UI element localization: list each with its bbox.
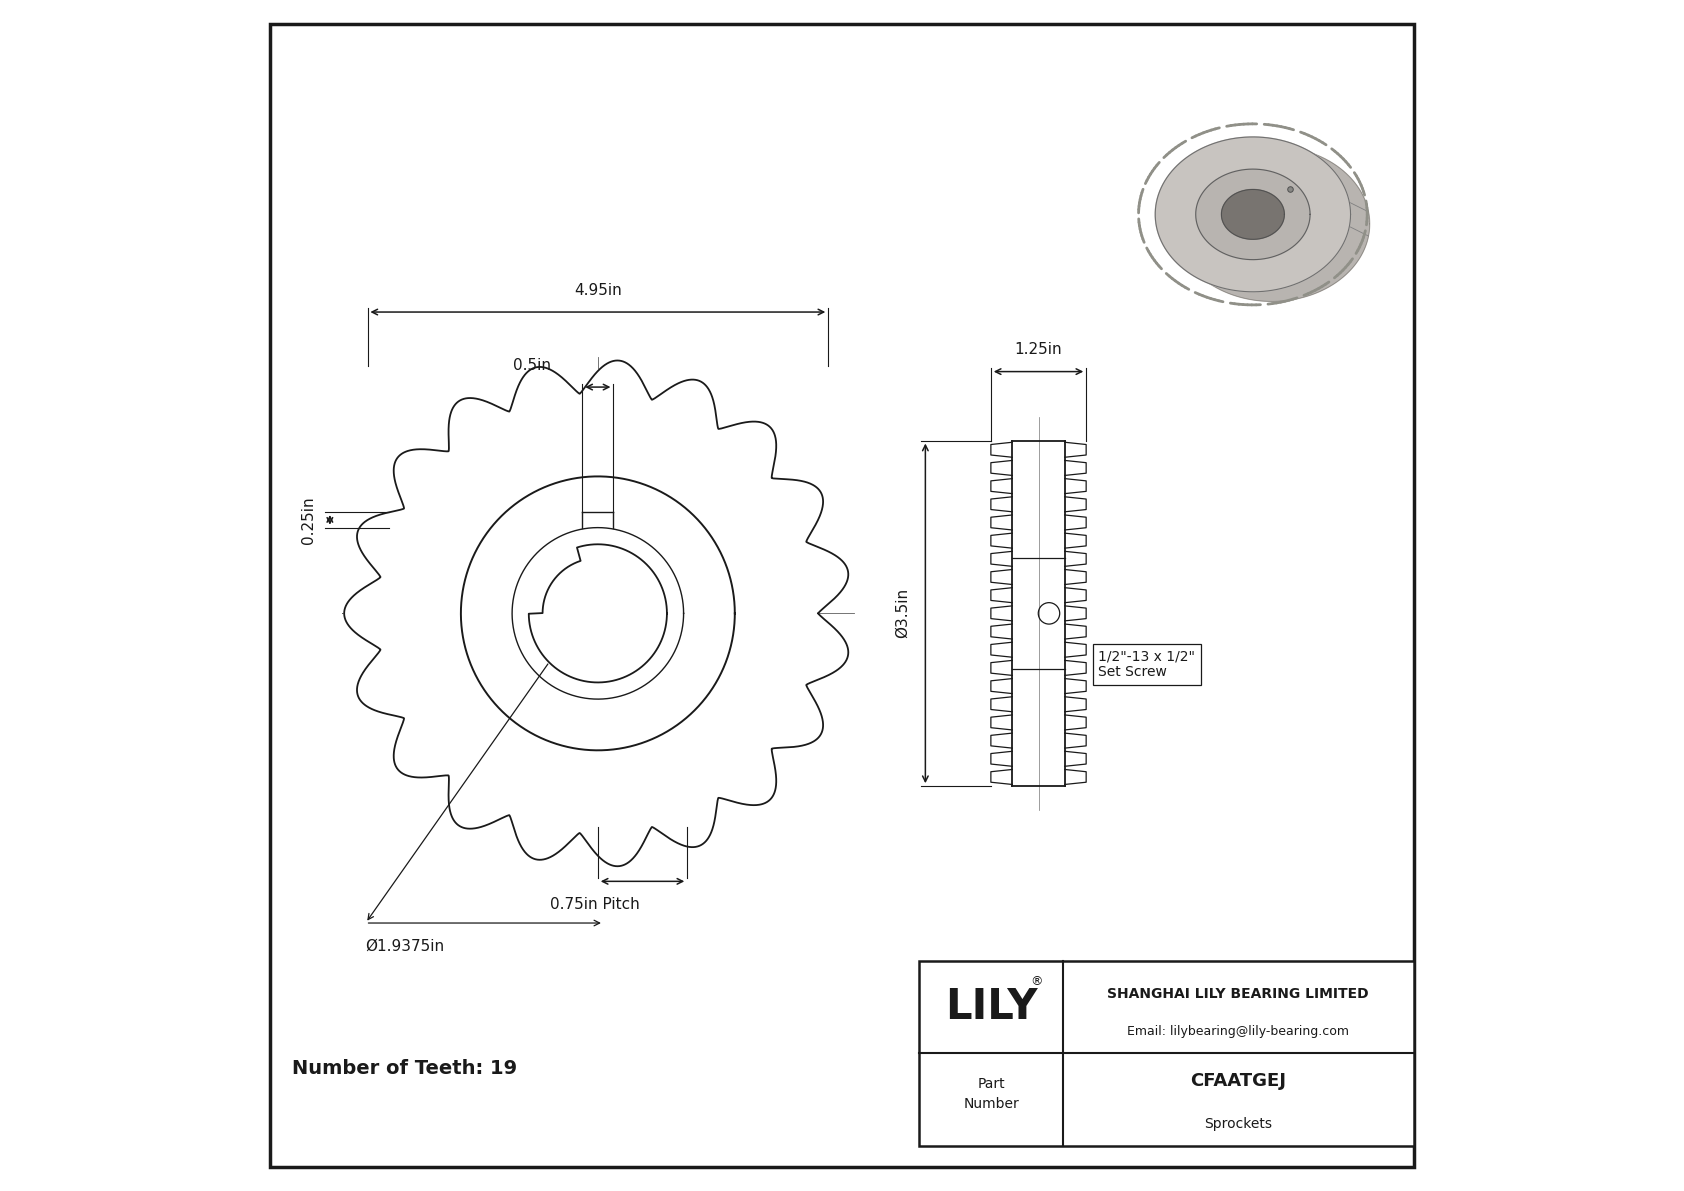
Polygon shape bbox=[1196, 169, 1310, 260]
Text: LILY: LILY bbox=[945, 986, 1037, 1028]
Text: 0.75in Pitch: 0.75in Pitch bbox=[551, 897, 640, 912]
Text: Ø3.5in: Ø3.5in bbox=[894, 588, 909, 638]
Text: 1.25in: 1.25in bbox=[1015, 342, 1063, 357]
Polygon shape bbox=[1155, 137, 1351, 292]
Text: 0.25in: 0.25in bbox=[300, 497, 315, 543]
Text: ®: ® bbox=[1031, 974, 1042, 987]
Polygon shape bbox=[1221, 189, 1285, 239]
Text: 0.5in: 0.5in bbox=[514, 357, 551, 373]
Text: CFAATGEJ: CFAATGEJ bbox=[1191, 1072, 1287, 1090]
Text: Sprockets: Sprockets bbox=[1204, 1117, 1271, 1130]
Polygon shape bbox=[1174, 146, 1369, 301]
Text: Email: lilybearing@lily-bearing.com: Email: lilybearing@lily-bearing.com bbox=[1127, 1024, 1349, 1037]
Text: 1/2"-13 x 1/2"
Set Screw: 1/2"-13 x 1/2" Set Screw bbox=[1098, 649, 1196, 679]
Bar bbox=[919, 961, 1413, 1146]
Text: Ø1.9375in: Ø1.9375in bbox=[365, 939, 445, 954]
Text: SHANGHAI LILY BEARING LIMITED: SHANGHAI LILY BEARING LIMITED bbox=[1108, 987, 1369, 1002]
Text: Part
Number: Part Number bbox=[963, 1078, 1019, 1111]
Polygon shape bbox=[1214, 179, 1329, 269]
Text: Number of Teeth: 19: Number of Teeth: 19 bbox=[291, 1059, 517, 1078]
Text: 4.95in: 4.95in bbox=[574, 282, 621, 298]
Polygon shape bbox=[529, 544, 667, 682]
Polygon shape bbox=[344, 361, 849, 866]
